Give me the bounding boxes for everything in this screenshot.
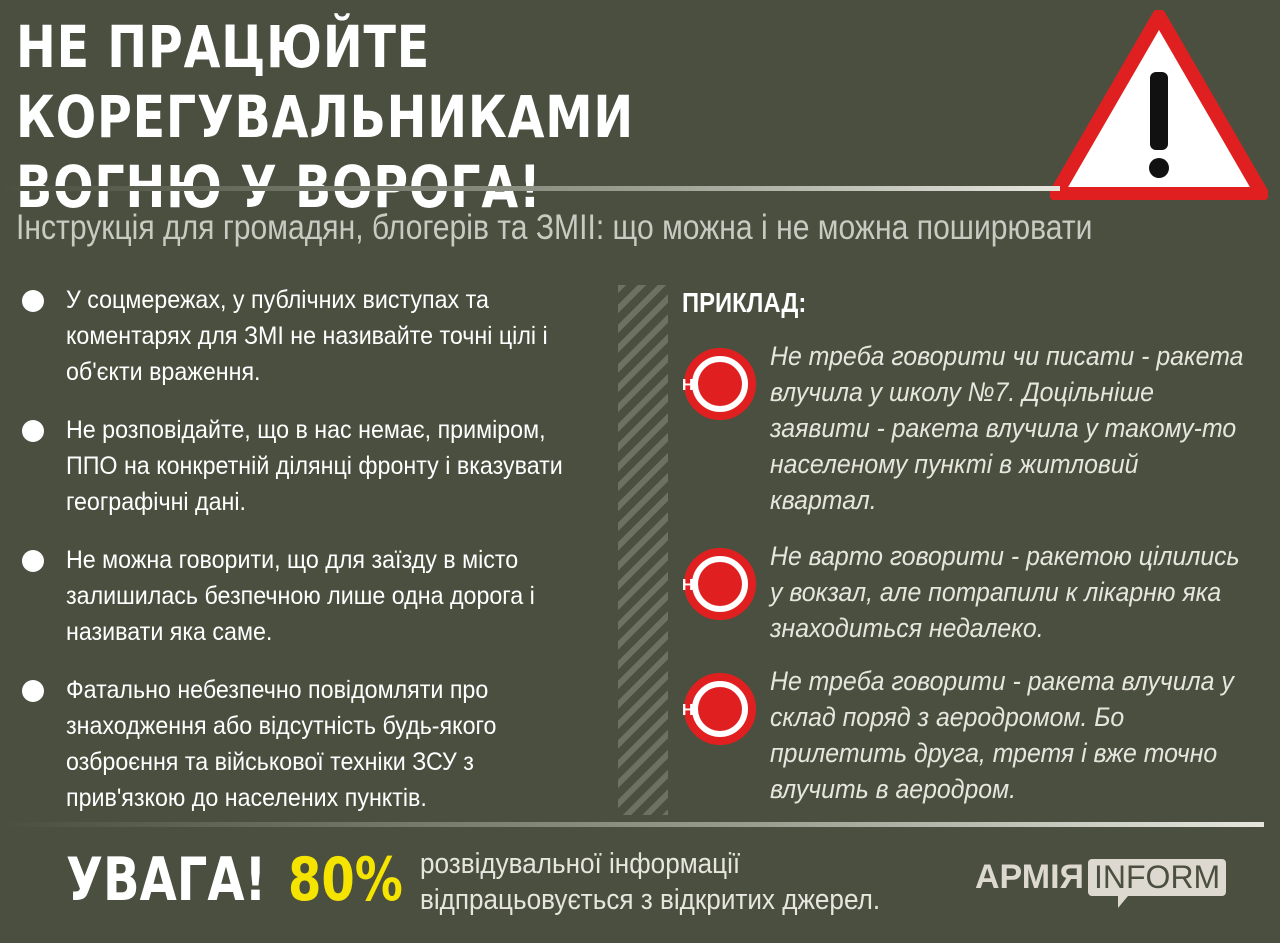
bullet-text: Не розповідайте, що в нас немає, приміро… xyxy=(66,416,563,516)
example-item: НІ Не треба говорити чи писати - ракета … xyxy=(680,338,1280,518)
svg-text:НІ: НІ xyxy=(682,377,698,394)
logo-part-1: АРМІЯ xyxy=(975,858,1084,896)
footer-note: розвідувальної інформації відпрацьовуєть… xyxy=(420,846,880,918)
list-item: Фатально небезпечно повідомляти про знах… xyxy=(22,672,622,816)
examples-heading: ПРИКЛАД: xyxy=(682,287,807,318)
example-item: НІ Не варто говорити - ракетою цілились … xyxy=(680,538,1280,646)
title-line-1: НЕ ПРАЦЮЙТЕ КОРЕГУВАЛЬНИКАМИ xyxy=(16,13,634,151)
note-line-2: відпрацьовується з відкритих джерел. xyxy=(420,884,881,916)
example-item: НІ Не треба говорити - ракета влучила у … xyxy=(680,663,1280,807)
bullet-text: Фатально небезпечно повідомляти про знах… xyxy=(66,676,497,812)
svg-text:НІ: НІ xyxy=(682,577,698,594)
bullet-icon xyxy=(22,680,44,702)
divider xyxy=(0,822,1264,827)
thumbs-down-icon: НІ xyxy=(682,548,756,620)
percent-value: 80% xyxy=(288,845,403,915)
divider xyxy=(0,186,1060,191)
attention-label: УВАГА! xyxy=(66,845,267,915)
bullet-icon xyxy=(22,550,44,572)
warning-triangle-icon xyxy=(1050,10,1268,200)
bullet-text: Не можна говорити, що для заїзду в місто… xyxy=(66,546,535,646)
example-text: Не треба говорити чи писати - ракета влу… xyxy=(770,341,1244,515)
note-line-1: розвідувальної інформації xyxy=(420,848,741,880)
example-text: Не варто говорити - ракетою цілились у в… xyxy=(770,541,1240,643)
subtitle: Інструкція для громадян, блогерів та ЗМІ… xyxy=(16,208,1093,247)
svg-text:НІ: НІ xyxy=(682,702,698,719)
list-item: У соцмережах, у публічних виступах та ко… xyxy=(22,282,622,390)
logo-part-2: INFORM xyxy=(1088,859,1227,908)
bullet-text: У соцмережах, у публічних виступах та ко… xyxy=(66,286,548,386)
list-item: Не розповідайте, що в нас немає, приміро… xyxy=(22,412,622,520)
bullet-icon xyxy=(22,420,44,442)
bullet-list: У соцмережах, у публічних виступах та ко… xyxy=(22,282,622,838)
bullet-icon xyxy=(22,290,44,312)
example-text: Не треба говорити - ракета влучила у скл… xyxy=(770,666,1234,804)
thumbs-down-icon: НІ xyxy=(682,673,756,745)
armyinform-logo: АРМІЯ INFORM xyxy=(975,858,1227,908)
list-item: Не можна говорити, що для заїзду в місто… xyxy=(22,542,622,650)
stripe-divider xyxy=(618,285,668,815)
thumbs-down-icon: НІ xyxy=(682,348,756,420)
